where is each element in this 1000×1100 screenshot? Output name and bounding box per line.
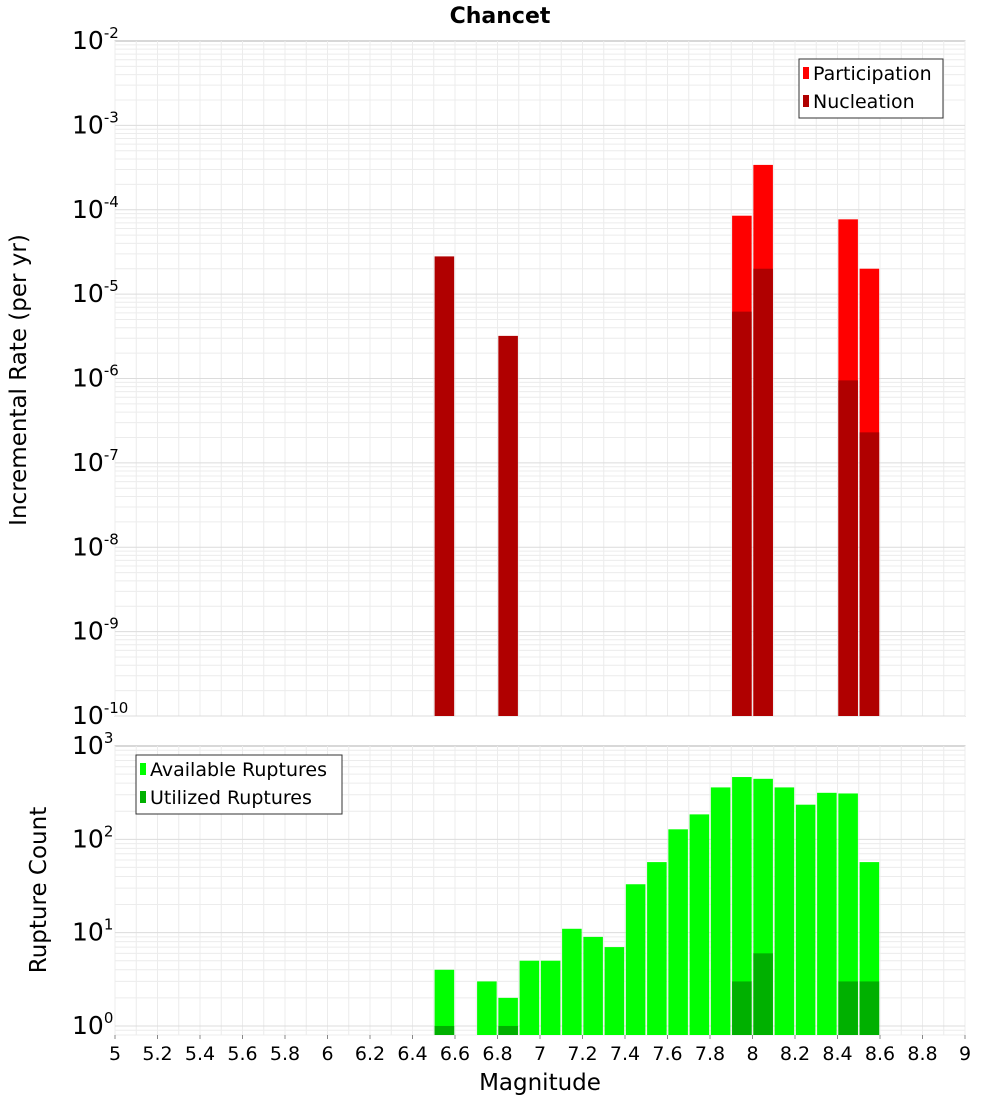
x-tick-label: 9 (959, 1043, 971, 1065)
available-ruptures-bar (838, 793, 858, 1035)
count-y-tick-label: 103 (72, 729, 113, 760)
rate-y-tick-label: 10-8 (72, 530, 119, 561)
x-tick-label: 5.6 (227, 1043, 257, 1065)
available-ruptures-bar (583, 936, 603, 1035)
x-tick-label: 8.2 (780, 1043, 810, 1065)
x-tick-label: 6.6 (440, 1043, 470, 1065)
x-tick-label: 7 (534, 1043, 546, 1065)
x-tick-label: 7.4 (610, 1043, 640, 1065)
rate-y-ticks: 10-10 10-9 10-8 10-7 10-6 10-5 10-4 10-3 10-2 (72, 24, 128, 730)
available-ruptures-bar (795, 804, 816, 1035)
x-tick-label: 8 (746, 1043, 758, 1065)
utilized-ruptures-bar (498, 1025, 518, 1035)
count-panel: 100 101 102 103 5 5.2 5.4 5.6 5.8 6 6.2 6.4 6.6 6.8 7… (26, 729, 971, 1096)
utilized-ruptures-bar (838, 981, 858, 1035)
count-y-tick-label: 100 (72, 1009, 113, 1040)
available-ruptures-bar (817, 792, 837, 1035)
available-ruptures-bar (774, 787, 795, 1035)
x-tick-label: 5.4 (185, 1043, 215, 1065)
rate-y-tick-label: 10-4 (72, 193, 119, 224)
count-y-ticks: 100 101 102 103 (72, 729, 113, 1040)
rate-grid (114, 41, 966, 717)
x-tick-label: 5.2 (142, 1043, 172, 1065)
available-ruptures-bar (519, 960, 540, 1035)
available-legend-swatch (140, 763, 146, 775)
available-ruptures-bar (604, 947, 625, 1035)
utilized-ruptures-bar (859, 981, 880, 1035)
rate-bars (434, 164, 880, 717)
rate-panel: 10-10 10-9 10-8 10-7 10-6 10-5 10-4 10-3 10-2 In… (6, 24, 966, 730)
available-ruptures-bar (434, 969, 455, 1035)
available-ruptures-bar (540, 960, 561, 1035)
available-ruptures-bar (625, 884, 646, 1035)
magnitude-axis-label: Magnitude (479, 1070, 601, 1096)
rate-y-axis-label: Incremental Rate (per yr) (6, 234, 32, 526)
available-ruptures-bar (668, 829, 688, 1035)
chart-title: Chancet (450, 4, 551, 29)
x-tick-label: 6.8 (482, 1043, 512, 1065)
x-tick-label: 5 (109, 1043, 121, 1065)
magnitude-x-ticks: 5 5.2 5.4 5.6 5.8 6 6.2 6.4 6.6 6.8 7 7.2 7.4 7.6 7.8 8… (109, 1035, 971, 1065)
count-y-axis-label: Rupture Count (26, 807, 52, 973)
available-legend-label: Available Ruptures (150, 759, 327, 781)
nucleation-bar (859, 432, 880, 716)
nucleation-legend-label: Nucleation (813, 91, 915, 113)
count-bars (434, 777, 880, 1035)
nucleation-bar (434, 256, 455, 716)
rate-y-tick-label: 10-10 (72, 699, 128, 730)
x-tick-label: 8.6 (865, 1043, 895, 1065)
available-ruptures-bar (689, 814, 710, 1035)
x-tick-label: 7.6 (652, 1043, 682, 1065)
rate-legend-box (798, 58, 944, 119)
utilized-legend-swatch (140, 791, 146, 803)
nucleation-bar (753, 268, 773, 716)
rate-y-tick-label: 10-6 (72, 362, 119, 393)
available-ruptures-bar (477, 981, 497, 1035)
x-tick-label: 7.2 (567, 1043, 597, 1065)
available-ruptures-bar (710, 787, 731, 1035)
x-tick-label: 5.8 (270, 1043, 300, 1065)
utilized-ruptures-bar (732, 981, 752, 1035)
rate-y-tick-label: 10-9 (72, 615, 119, 646)
utilized-ruptures-bar (434, 1025, 455, 1035)
x-tick-label: 6.4 (397, 1043, 427, 1065)
available-ruptures-bar (647, 862, 667, 1035)
rate-y-tick-label: 10-7 (72, 446, 119, 477)
count-y-tick-label: 101 (72, 916, 113, 947)
x-tick-label: 6 (321, 1043, 333, 1065)
rate-y-tick-label: 10-2 (72, 24, 119, 55)
participation-legend-swatch (803, 67, 809, 79)
x-tick-label: 8.8 (907, 1043, 937, 1065)
rate-legend: Participation Nucleation (798, 58, 944, 119)
count-legend: Available Ruptures Utilized Ruptures (135, 754, 343, 815)
utilized-legend-label: Utilized Ruptures (150, 787, 312, 809)
count-y-tick-label: 102 (72, 822, 113, 853)
x-tick-label: 8.4 (822, 1043, 852, 1065)
available-ruptures-bar (732, 777, 752, 1035)
available-ruptures-bar (498, 997, 518, 1035)
utilized-ruptures-bar (753, 953, 773, 1035)
participation-legend-label: Participation (813, 63, 932, 85)
nucleation-bar (498, 335, 518, 716)
nucleation-bar (732, 311, 752, 716)
available-ruptures-bar (562, 928, 582, 1035)
rate-y-tick-label: 10-3 (72, 108, 119, 139)
nucleation-bar (838, 380, 858, 716)
x-tick-label: 6.2 (355, 1043, 385, 1065)
x-tick-label: 7.8 (695, 1043, 725, 1065)
count-legend-box (135, 754, 343, 815)
rate-y-tick-label: 10-5 (72, 277, 119, 308)
nucleation-legend-swatch (803, 95, 809, 107)
